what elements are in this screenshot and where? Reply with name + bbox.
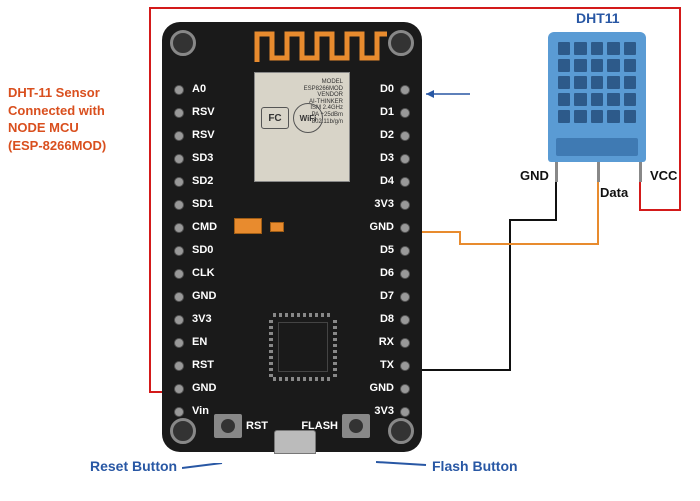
reset-button-label: Reset Button [90, 458, 177, 474]
pin-pad-left-14 [174, 407, 184, 417]
mcu-chip [278, 322, 328, 372]
pin-pad-left-3 [174, 154, 184, 164]
pin-label-right-2: D2 [364, 129, 394, 141]
silk-rst: RST [246, 420, 268, 432]
pin-pad-left-8 [174, 269, 184, 279]
pin-label-left-11: EN [192, 336, 207, 348]
mount-hole-br [388, 418, 414, 444]
flash-button[interactable] [342, 414, 370, 438]
pin-pad-right-2 [400, 131, 410, 141]
pin-pad-right-4 [400, 177, 410, 187]
pin-label-left-3: SD3 [192, 152, 213, 164]
dht-leg-vcc [639, 162, 642, 182]
flash-label-line [376, 460, 436, 470]
reset-label-line [182, 463, 232, 473]
dht-label-vcc: VCC [650, 168, 677, 183]
pin-label-right-3: D3 [364, 152, 394, 164]
pin-pad-left-13 [174, 384, 184, 394]
dht-label-data: Data [600, 185, 628, 200]
pin-pad-right-5 [400, 200, 410, 210]
pin-pad-left-1 [174, 108, 184, 118]
pin-label-right-8: D6 [364, 267, 394, 279]
diagram-canvas: DHT-11 Sensor Connected with NODE MCU (E… [0, 0, 700, 501]
dht-leg-gnd [555, 162, 558, 182]
pin-label-left-6: CMD [192, 221, 217, 233]
pin-label-left-5: SD1 [192, 198, 213, 210]
pin-label-right-7: D5 [364, 244, 394, 256]
dht-leg-data [597, 162, 600, 182]
description-text: DHT-11 Sensor Connected with NODE MCU (E… [8, 84, 106, 154]
pin-label-left-0: A0 [192, 83, 206, 95]
pin-label-right-13: GND [364, 382, 394, 394]
pin-label-left-2: RSV [192, 129, 215, 141]
pin-pad-right-9 [400, 292, 410, 302]
pin-label-left-8: CLK [192, 267, 215, 279]
pin-pad-right-12 [400, 361, 410, 371]
pin-label-right-5: 3V3 [364, 198, 394, 210]
pcb-antenna [252, 28, 392, 66]
pin-pad-left-4 [174, 177, 184, 187]
pin-label-left-9: GND [192, 290, 216, 302]
pin-pad-left-9 [174, 292, 184, 302]
fcc-logo: FC [261, 107, 289, 129]
pin-label-right-14: 3V3 [364, 405, 394, 417]
pin-pad-right-0 [400, 85, 410, 95]
wifi-logo: WiFi [293, 103, 323, 133]
mount-hole-bl [170, 418, 196, 444]
pin-label-right-4: D4 [364, 175, 394, 187]
silk-flash: FLASH [301, 420, 338, 432]
pin-label-right-1: D1 [364, 106, 394, 118]
pin-pad-right-1 [400, 108, 410, 118]
reset-button[interactable] [214, 414, 242, 438]
esp8266-chip: MODEL ESP8266MOD VENDOR AI-THINKER ISM 2… [254, 72, 350, 182]
pin-label-right-11: RX [364, 336, 394, 348]
flash-button-label: Flash Button [432, 458, 518, 474]
pin-label-left-7: SD0 [192, 244, 213, 256]
capacitor-2 [270, 222, 284, 232]
pin-pad-right-7 [400, 246, 410, 256]
mount-hole-tl [170, 30, 196, 56]
pin-pad-left-11 [174, 338, 184, 348]
dht-label-gnd: GND [520, 168, 549, 183]
usb-port [274, 430, 316, 454]
pin-label-right-9: D7 [364, 290, 394, 302]
pin-pad-right-14 [400, 407, 410, 417]
pin-label-right-12: TX [364, 359, 394, 371]
pin-pad-left-5 [174, 200, 184, 210]
dht11-sensor [548, 32, 646, 162]
pin-label-left-14: Vin [192, 405, 209, 417]
pin-pad-right-3 [400, 154, 410, 164]
pin-pad-right-6 [400, 223, 410, 233]
pin-label-right-0: D0 [364, 83, 394, 95]
pin-label-left-4: SD2 [192, 175, 213, 187]
dht-title: DHT11 [576, 10, 620, 26]
pin-pad-left-2 [174, 131, 184, 141]
pin-pad-right-10 [400, 315, 410, 325]
pin-pad-left-7 [174, 246, 184, 256]
d1-arrow [420, 84, 480, 104]
dht-grille [548, 32, 646, 133]
pin-label-left-10: 3V3 [192, 313, 212, 325]
pin-label-left-1: RSV [192, 106, 215, 118]
pin-label-left-13: GND [192, 382, 216, 394]
pin-pad-left-10 [174, 315, 184, 325]
pin-pad-left-12 [174, 361, 184, 371]
pin-pad-right-11 [400, 338, 410, 348]
pin-label-right-10: D8 [364, 313, 394, 325]
pin-pad-right-13 [400, 384, 410, 394]
pin-pad-left-6 [174, 223, 184, 233]
pin-pad-left-0 [174, 85, 184, 95]
pin-label-left-12: RST [192, 359, 214, 371]
pin-pad-right-8 [400, 269, 410, 279]
capacitor-1 [234, 218, 262, 234]
pin-label-right-6: GND [364, 221, 394, 233]
